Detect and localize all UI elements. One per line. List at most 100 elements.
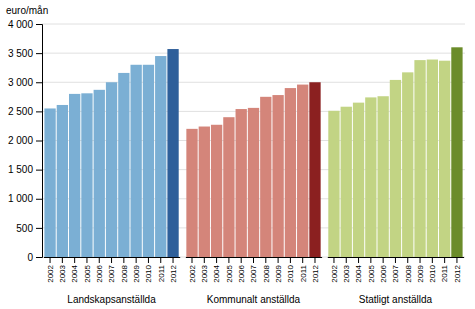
y-axis: 05001 0001 5002 0002 5003 0003 5004 000 bbox=[8, 19, 43, 263]
tick: 2010 bbox=[428, 257, 437, 283]
tick-label: 2007 bbox=[107, 264, 116, 282]
tick-label: 2002 bbox=[330, 264, 339, 282]
tick-mark bbox=[192, 257, 193, 263]
tick: 2007 bbox=[107, 257, 116, 283]
tick: 2002 bbox=[188, 257, 197, 283]
tick: 0 bbox=[27, 252, 42, 263]
bar bbox=[130, 65, 141, 257]
tick-mark bbox=[148, 257, 149, 263]
tick: 2010 bbox=[286, 257, 295, 283]
tick-label: 2004 bbox=[354, 264, 363, 282]
tick-label: 2007 bbox=[249, 264, 258, 282]
tick: 2005 bbox=[367, 257, 376, 283]
tick-label: 2009 bbox=[416, 264, 425, 282]
bar bbox=[414, 60, 425, 257]
tick: 500 bbox=[16, 223, 42, 234]
bar bbox=[341, 107, 352, 257]
bar bbox=[118, 73, 129, 257]
tick: 1 000 bbox=[8, 193, 42, 204]
tick-mark bbox=[358, 257, 359, 263]
tick: 2003 bbox=[58, 257, 67, 283]
tick: 2011 bbox=[157, 257, 166, 282]
tick-mark bbox=[36, 228, 42, 229]
bar bbox=[390, 80, 401, 257]
tick-mark bbox=[36, 257, 42, 258]
tick: 2008 bbox=[404, 257, 413, 283]
tick: 2004 bbox=[70, 257, 79, 283]
bar-group bbox=[44, 49, 178, 257]
tick: 2003 bbox=[342, 257, 351, 283]
tick-label: 0 bbox=[27, 252, 33, 263]
bar bbox=[69, 94, 80, 257]
tick-label: 4 000 bbox=[8, 19, 33, 30]
bar bbox=[143, 65, 154, 257]
tick-mark bbox=[444, 257, 445, 263]
x-axis: 2002200320042005200620072008200920102011… bbox=[328, 257, 464, 283]
x-axis: 2002200320042005200620072008200920102011… bbox=[186, 257, 322, 283]
tick-label: 2 000 bbox=[8, 135, 33, 146]
tick-label: 2002 bbox=[188, 264, 197, 282]
bar bbox=[272, 95, 283, 257]
tick-label: 2008 bbox=[262, 264, 271, 282]
bar bbox=[155, 56, 166, 257]
tick-label: 2003 bbox=[342, 264, 351, 282]
bar bbox=[106, 82, 117, 257]
tick-mark bbox=[36, 53, 42, 54]
tick-mark bbox=[204, 257, 205, 263]
tick-label: 2005 bbox=[83, 264, 92, 282]
tick-label: 2008 bbox=[404, 264, 413, 282]
tick: 2008 bbox=[120, 257, 129, 283]
tick: 2002 bbox=[330, 257, 339, 283]
bar bbox=[94, 90, 105, 257]
tick: 2009 bbox=[416, 257, 425, 283]
tick: 2 500 bbox=[8, 106, 42, 117]
tick-label: 2012 bbox=[169, 264, 178, 282]
grid-line bbox=[42, 82, 465, 83]
tick-mark bbox=[241, 257, 242, 263]
group-label: Kommunalt anställda bbox=[207, 294, 301, 305]
grid-line bbox=[42, 53, 465, 54]
tick-mark bbox=[123, 257, 124, 263]
bar bbox=[309, 82, 320, 257]
bar bbox=[248, 108, 259, 257]
tick-mark bbox=[253, 257, 254, 263]
tick-mark bbox=[36, 82, 42, 83]
tick: 2006 bbox=[379, 257, 388, 283]
bar bbox=[285, 88, 296, 257]
tick: 2009 bbox=[132, 257, 141, 283]
tick: 2012 bbox=[169, 257, 178, 283]
tick-label: 2003 bbox=[58, 264, 67, 282]
tick-label: 3 000 bbox=[8, 77, 33, 88]
bar bbox=[57, 105, 68, 257]
bar bbox=[427, 60, 438, 257]
tick: 4 000 bbox=[8, 19, 42, 30]
tick-label: 2007 bbox=[391, 264, 400, 282]
tick-label: 2011 bbox=[298, 264, 307, 282]
tick-mark bbox=[314, 257, 315, 263]
tick: 2012 bbox=[453, 257, 462, 283]
tick-mark bbox=[333, 257, 334, 263]
tick: 2002 bbox=[46, 257, 55, 283]
tick-label: 1 000 bbox=[8, 193, 33, 204]
tick: 2008 bbox=[262, 257, 271, 283]
tick: 2003 bbox=[200, 257, 209, 283]
bars bbox=[44, 47, 462, 257]
bar bbox=[211, 125, 222, 257]
tick: 2012 bbox=[311, 257, 320, 283]
tick: 2004 bbox=[212, 257, 221, 283]
bar bbox=[199, 127, 210, 257]
tick-label: 500 bbox=[16, 223, 33, 234]
grid bbox=[42, 24, 465, 257]
tick-mark bbox=[302, 257, 303, 263]
tick: 2005 bbox=[225, 257, 234, 283]
group-label: Landskapsanställda bbox=[67, 294, 156, 305]
tick-mark bbox=[370, 257, 371, 263]
plot: 05001 0001 5002 0002 5003 0003 5004 0002… bbox=[8, 19, 465, 305]
tick-mark bbox=[216, 257, 217, 263]
tick-label: 2003 bbox=[200, 264, 209, 282]
tick-label: 2012 bbox=[453, 264, 462, 282]
tick-label: 2006 bbox=[379, 264, 388, 282]
tick: 2007 bbox=[391, 257, 400, 283]
x-axis: 2002200320042005200620072008200920102011… bbox=[44, 257, 180, 283]
bar bbox=[81, 93, 92, 257]
